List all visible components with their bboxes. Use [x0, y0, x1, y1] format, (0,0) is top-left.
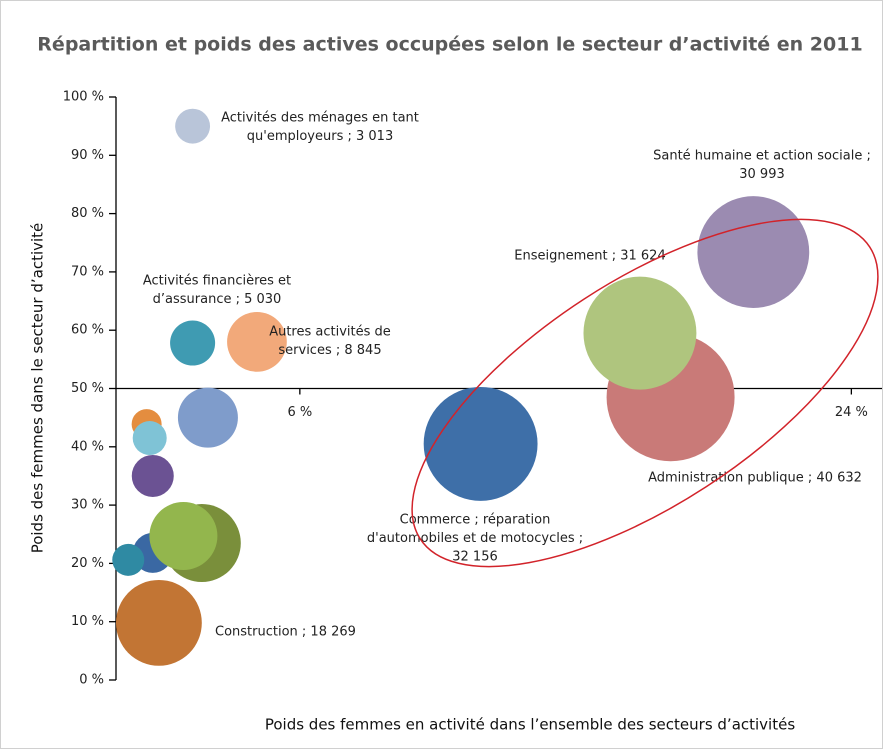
bubble [583, 276, 697, 390]
y-tick-label: 10 % [71, 614, 104, 629]
highlight-ellipse [411, 218, 879, 568]
bubble-label: Activités des ménages en tant [221, 111, 419, 126]
y-tick-label: 40 % [71, 439, 104, 454]
x-tick-label: 24 % [835, 405, 868, 420]
bubble [131, 454, 174, 497]
bubble-label: services ; 8 845 [278, 343, 381, 358]
bubble-label: 30 993 [739, 167, 785, 182]
y-tick-label: 70 % [71, 264, 104, 279]
bubble [175, 108, 211, 144]
y-tick-label: 20 % [71, 556, 104, 571]
bubble-label: 32 156 [452, 550, 498, 565]
bubble-label: Construction ; 18 269 [215, 625, 356, 640]
bubble [112, 543, 145, 576]
y-tick-label: 0 % [79, 673, 104, 688]
bubble-label: d'automobiles et de motocycles ; [367, 531, 583, 546]
y-axis-title: Poids des femmes dans le secteur d’activ… [29, 223, 47, 554]
bubble-label: qu'employeurs ; 3 013 [247, 129, 393, 144]
bubble-label: d’assurance ; 5 030 [153, 292, 282, 307]
x-tick-label: 6 % [287, 405, 312, 420]
y-tick-label: 90 % [71, 148, 104, 163]
plot-area: 0 % 10 % 20 % 30 % 40 % 50 % 60 % 70 % 80 % 90 % 1… [63, 90, 882, 688]
y-tick-label: 30 % [71, 498, 104, 513]
bubble [115, 579, 202, 666]
y-tick-label: 60 % [71, 323, 104, 338]
bubble [177, 387, 238, 448]
chart-title: Répartition et poids des actives occupée… [37, 34, 862, 56]
bubble-label: Autres activités de [269, 325, 391, 340]
y-tick-label: 50 % [71, 381, 104, 396]
bubble [132, 421, 167, 456]
bubble-label: Activités financières et [143, 274, 291, 289]
x-axis-title: Poids des femmes en activité dans l’ense… [265, 716, 795, 734]
y-tick-label: 80 % [71, 206, 104, 221]
bubble [227, 311, 287, 372]
bubble [697, 196, 810, 308]
bubble-label: Administration publique ; 40 632 [648, 471, 862, 486]
bubble-label: Santé humaine et action sociale ; [653, 149, 871, 164]
bubble [170, 320, 216, 366]
y-tick-label: 100 % [63, 90, 104, 105]
bubble [149, 501, 218, 570]
bubble [423, 386, 538, 501]
bubble-label: Commerce ; réparation [400, 513, 551, 528]
bubble-label: Enseignement ; 31 624 [514, 249, 665, 264]
